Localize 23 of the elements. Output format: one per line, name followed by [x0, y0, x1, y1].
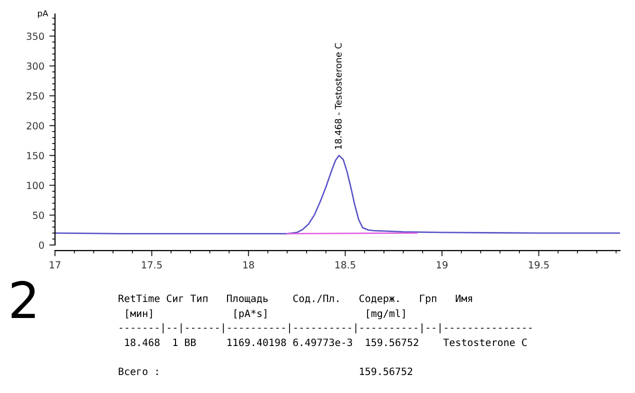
y-tick-label: 100 [27, 182, 44, 190]
text: Всего : 159.56752 [118, 368, 412, 376]
y-tick-label: 50 [32, 212, 44, 219]
text: RetTime Сиг Тип Площадь Сод./Пл. Содерж. Грп Имя [118, 294, 472, 304]
y-axis-title: pA [38, 10, 48, 18]
text: 2 [12, 280, 35, 318]
text: -------|--|------|----------|----------|----------|--|--------------- [120, 323, 532, 334]
x-tick-label: 19 [436, 261, 448, 268]
x-tick-label: 18.5 [335, 261, 356, 268]
x-tick-label: 17.5 [142, 261, 162, 268]
y-tick-label: 200 [26, 122, 44, 130]
y-tick-label: 350 [26, 32, 44, 40]
y-tick-label: 250 [26, 92, 44, 100]
x-tick-label: 17 [50, 261, 60, 268]
annotation: 18.468 - Testosterone C [334, 43, 342, 149]
x-tick-label: 19.5 [528, 261, 549, 268]
text: 18.468 1 BB 1169.40198 6.49773e-3 159.56752 Testosterone C [125, 338, 527, 346]
line-series [55, 154, 620, 234]
text: [мин] [pA*s] [mg/ml] [126, 309, 405, 320]
y-tick-label: 150 [27, 152, 44, 160]
y-tick-label: 0 [39, 241, 44, 249]
x-tick-label: 18 [243, 261, 254, 268]
y-tick-label: 300 [26, 62, 44, 70]
